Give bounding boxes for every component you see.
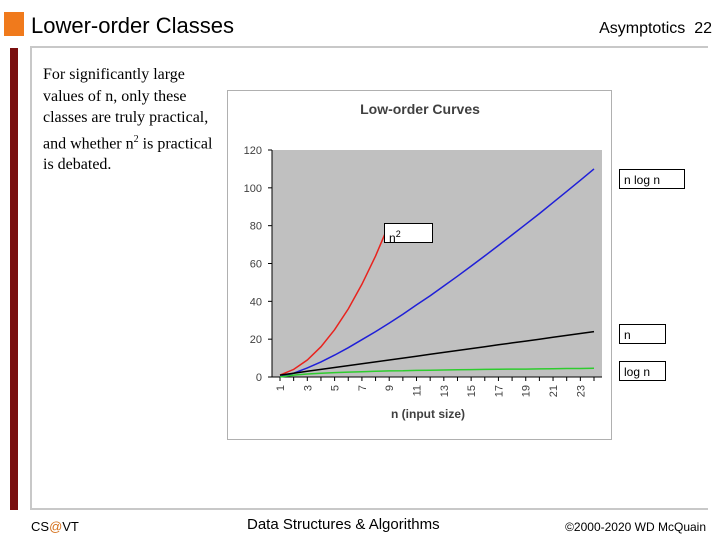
y-tick-label: 60 bbox=[250, 259, 262, 271]
y-axis: 0 20 40 60 80 100 120 bbox=[244, 145, 273, 384]
y-tick-label: 100 bbox=[244, 183, 262, 195]
legend-n-text: n bbox=[624, 328, 631, 342]
y-tick-label: 40 bbox=[250, 296, 262, 308]
body-line-2: is practical is debated. bbox=[43, 134, 213, 174]
series-line-n bbox=[279, 330, 595, 376]
legend-n-squared-sup: 2 bbox=[395, 229, 401, 239]
footer-left: CS@VT bbox=[31, 519, 79, 534]
footer-course-title: Data Structures & Algorithms bbox=[247, 516, 440, 533]
x-tick-label: 13 bbox=[439, 385, 451, 397]
orange-square-icon bbox=[4, 12, 24, 36]
footer-divider bbox=[30, 508, 708, 510]
body-superscript: 2 bbox=[133, 133, 139, 145]
x-tick-label: 1 bbox=[275, 385, 287, 391]
body-text: For significantly large values of n, onl… bbox=[43, 64, 213, 176]
chart: Low-order Curves 0 20 40 60 80 100 120 1 3 5 7 9 11… bbox=[227, 90, 612, 440]
x-axis-label: n (input size) bbox=[391, 407, 465, 421]
header-right: Asymptotics 22 bbox=[599, 20, 712, 38]
legend-n-log-n-text: n log n bbox=[624, 173, 661, 187]
series-line-n-log-n bbox=[279, 168, 595, 378]
legend-log-n-text: log n bbox=[624, 365, 651, 379]
chart-title: Low-order Curves bbox=[360, 101, 480, 117]
footer-copyright: ©2000-2020 WD McQuain bbox=[565, 520, 706, 534]
y-tick-label: 20 bbox=[250, 334, 262, 346]
y-tick-label: 80 bbox=[250, 221, 262, 233]
legend-n-squared: n2 bbox=[384, 223, 433, 245]
y-tick-label: 120 bbox=[244, 145, 262, 157]
plot-area bbox=[272, 150, 602, 377]
footer-at: @ bbox=[49, 519, 63, 534]
legend-n: n bbox=[619, 324, 666, 344]
x-tick-label: 19 bbox=[521, 385, 533, 397]
x-tick-label: 21 bbox=[548, 385, 560, 397]
legend-n-squared-text: n bbox=[389, 231, 396, 245]
header-divider bbox=[30, 46, 708, 48]
content-left-border bbox=[30, 48, 32, 510]
body-line-1: For significantly large values of n, onl… bbox=[43, 66, 209, 152]
series-line-n2 bbox=[279, 223, 390, 376]
series-line-log-n bbox=[279, 367, 595, 378]
legend-n-log-n: n log n bbox=[619, 169, 685, 189]
x-tick-label: 17 bbox=[493, 385, 505, 397]
section-label: Asymptotics bbox=[599, 20, 686, 37]
page-title: Lower-order Classes bbox=[31, 13, 234, 38]
x-tick-label: 3 bbox=[302, 385, 314, 391]
series-group bbox=[279, 168, 595, 378]
y-tick-label: 0 bbox=[256, 372, 262, 384]
x-axis: 1 3 5 7 9 11 13 15 17 19 21 23 bbox=[272, 376, 602, 397]
x-tick-label: 11 bbox=[412, 385, 424, 396]
x-tick-label: 7 bbox=[357, 385, 369, 391]
page-number: 22 bbox=[694, 20, 712, 37]
legend-log-n: log n bbox=[619, 361, 666, 381]
footer-vt: VT bbox=[62, 519, 79, 534]
x-tick-label: 15 bbox=[466, 385, 478, 397]
sidebar-accent-bar bbox=[10, 48, 18, 510]
footer-cs: CS bbox=[31, 519, 50, 534]
x-tick-label: 23 bbox=[575, 385, 587, 397]
x-tick-label: 5 bbox=[330, 385, 342, 391]
x-tick-label: 9 bbox=[384, 385, 396, 391]
